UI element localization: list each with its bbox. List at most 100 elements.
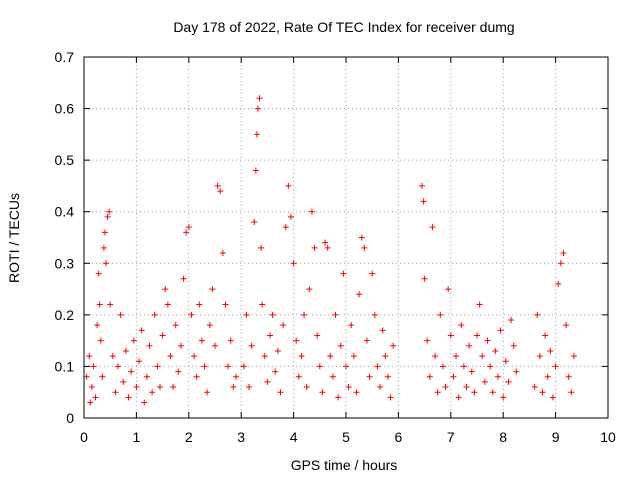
x-tick-label: 9 — [552, 429, 560, 445]
data-point — [468, 368, 475, 375]
data-point — [570, 353, 577, 360]
data-point — [253, 131, 260, 138]
data-point — [138, 327, 145, 334]
data-point — [128, 368, 135, 375]
y-tick-label: 0.2 — [55, 307, 75, 323]
y-tick-label: 0.7 — [55, 49, 75, 65]
data-point — [290, 260, 297, 267]
data-point — [180, 275, 187, 282]
data-point — [191, 353, 198, 360]
data-point — [453, 353, 460, 360]
data-point — [162, 286, 169, 293]
data-point — [303, 384, 310, 391]
data-point — [340, 270, 347, 277]
data-point — [136, 358, 143, 365]
data-point — [301, 311, 308, 318]
data-point — [508, 317, 515, 324]
data-point — [432, 353, 439, 360]
data-point — [280, 322, 287, 329]
data-point — [204, 389, 211, 396]
data-point — [429, 224, 436, 231]
data-point — [227, 337, 234, 344]
data-point — [282, 224, 289, 231]
data-point — [170, 384, 177, 391]
data-point — [141, 399, 148, 406]
data-point — [332, 311, 339, 318]
data-point — [87, 399, 94, 406]
data-point — [361, 244, 368, 251]
data-point — [348, 322, 355, 329]
data-point — [384, 373, 391, 380]
data-point — [117, 311, 124, 318]
data-point — [217, 188, 224, 195]
data-point — [489, 389, 496, 396]
data-point — [308, 208, 315, 215]
data-point — [387, 394, 394, 401]
data-point — [534, 311, 541, 318]
data-point — [251, 219, 258, 226]
data-point — [502, 358, 509, 365]
data-point — [298, 353, 305, 360]
data-point — [146, 342, 153, 349]
data-point — [379, 327, 386, 334]
data-point — [125, 394, 132, 401]
data-point — [188, 311, 195, 318]
data-point — [154, 363, 161, 370]
data-point — [106, 208, 113, 215]
x-tick-label: 6 — [395, 429, 403, 445]
x-tick-label: 4 — [290, 429, 298, 445]
axis-ticks — [83, 56, 609, 419]
data-point — [256, 95, 263, 102]
data-point — [324, 244, 331, 251]
x-tick-label: 5 — [342, 429, 350, 445]
data-point — [484, 337, 491, 344]
data-point — [542, 332, 549, 339]
data-point — [437, 311, 444, 318]
data-point — [258, 244, 265, 251]
data-point — [434, 389, 441, 396]
data-point — [327, 353, 334, 360]
x-axis-title: GPS time / hours — [291, 457, 398, 473]
data-point — [198, 337, 205, 344]
data-point — [97, 337, 104, 344]
data-point — [513, 368, 520, 375]
chart-title: Day 178 of 2022, Rate Of TEC Index for r… — [173, 19, 514, 35]
data-point — [426, 373, 433, 380]
scatter-points — [83, 95, 577, 406]
data-point — [377, 384, 384, 391]
y-tick-label: 0.1 — [55, 358, 75, 374]
data-point — [505, 378, 512, 385]
x-tick-label: 0 — [80, 429, 88, 445]
y-tick-labels: 0 0.1 0.2 0.3 0.4 0.5 0.6 0.7 — [55, 49, 75, 426]
data-point — [167, 353, 174, 360]
data-point — [143, 373, 150, 380]
data-point — [345, 384, 352, 391]
data-point — [311, 244, 318, 251]
data-point — [549, 394, 556, 401]
data-point — [565, 373, 572, 380]
data-point — [246, 384, 253, 391]
data-point — [272, 368, 279, 375]
data-point — [293, 337, 300, 344]
data-point — [101, 229, 108, 236]
data-point — [552, 363, 559, 370]
data-point — [510, 342, 517, 349]
data-point — [259, 301, 266, 308]
data-point — [353, 389, 360, 396]
data-point — [103, 260, 110, 267]
data-point — [424, 337, 431, 344]
data-point — [319, 389, 326, 396]
data-point — [107, 301, 114, 308]
data-point — [447, 332, 454, 339]
data-point — [369, 270, 376, 277]
data-point — [96, 301, 103, 308]
data-point — [295, 373, 302, 380]
data-point — [560, 249, 567, 256]
data-point — [261, 353, 268, 360]
data-point — [471, 389, 478, 396]
data-point — [466, 342, 473, 349]
data-point — [252, 167, 259, 174]
data-point — [149, 389, 156, 396]
grid-lines — [84, 57, 608, 418]
data-point — [92, 394, 99, 401]
